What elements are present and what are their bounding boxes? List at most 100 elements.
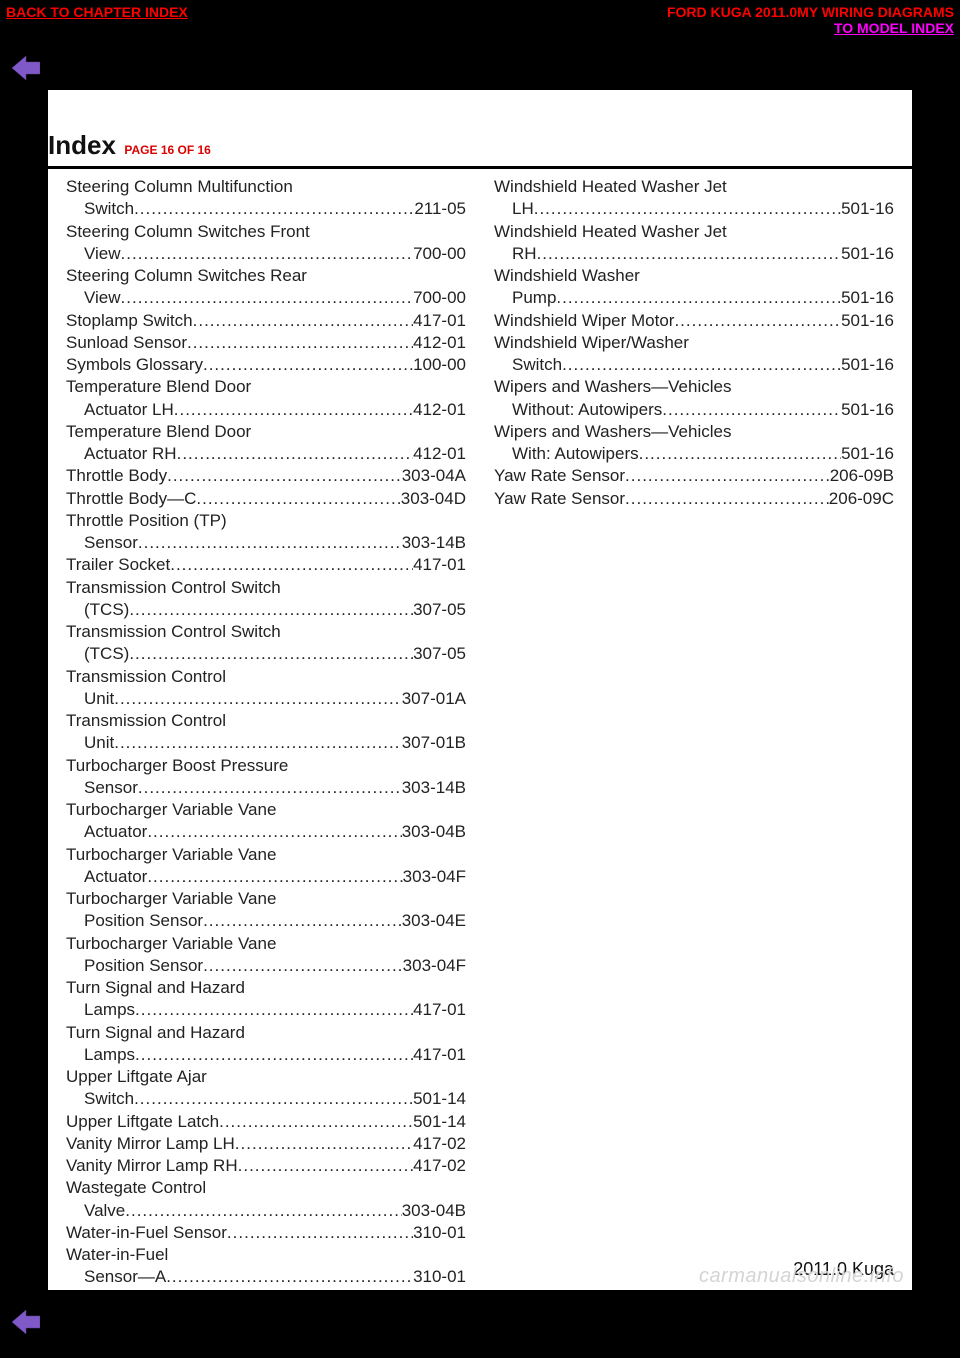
top-header: BACK TO CHAPTER INDEX FORD KUGA 2011.0MY…: [0, 0, 960, 30]
index-entry-label: Sunload Sensor: [66, 332, 187, 353]
index-entry[interactable]: (TCS)...................................…: [66, 599, 466, 620]
index-entry[interactable]: Unit....................................…: [66, 732, 466, 753]
page-back-arrow-icon[interactable]: [12, 56, 40, 80]
index-entry[interactable]: Position Sensor.........................…: [66, 955, 466, 976]
index-entry-label: Unit: [84, 732, 114, 753]
index-entry-label: Actuator LH: [84, 399, 174, 420]
index-entry[interactable]: Unit....................................…: [66, 688, 466, 709]
index-entry[interactable]: Water-in-Fuel Sensor....................…: [66, 1222, 466, 1243]
index-entry[interactable]: (TCS)...................................…: [66, 643, 466, 664]
index-entry-label: Switch: [84, 1088, 134, 1109]
index-entry-label: Water-in-Fuel Sensor: [66, 1222, 227, 1243]
index-entry[interactable]: Position Sensor.........................…: [66, 910, 466, 931]
index-entry-page: 303-04F: [403, 955, 466, 976]
index-entry[interactable]: Sensor—A................................…: [66, 1266, 466, 1287]
index-entry[interactable]: Sensor..................................…: [66, 532, 466, 553]
index-leaders: ........................................…: [129, 643, 413, 664]
index-entry-label: Switch: [512, 354, 562, 375]
index-entry-label: Lamps: [84, 1044, 135, 1065]
watermark: carmanualsonline.info: [699, 1265, 904, 1288]
index-entry[interactable]: Vanity Mirror Lamp LH...................…: [66, 1133, 466, 1154]
index-entry[interactable]: Lamps...................................…: [66, 1044, 466, 1065]
index-entry[interactable]: Throttle Body—C.........................…: [66, 488, 466, 509]
index-entry-line1: Windshield Washer: [494, 265, 894, 286]
index-entry-page: 206-09B: [830, 465, 894, 486]
index-leaders: ........................................…: [625, 488, 829, 509]
index-entry[interactable]: Sensor..................................…: [66, 777, 466, 798]
index-entry[interactable]: View....................................…: [66, 243, 466, 264]
index-entry-page: 303-04B: [402, 1200, 466, 1221]
header-right: FORD KUGA 2011.0MY WIRING DIAGRAMS TO MO…: [667, 4, 954, 36]
index-entry-label: Vanity Mirror Lamp RH: [66, 1155, 238, 1176]
index-entry[interactable]: Pump....................................…: [494, 287, 894, 308]
index-column-left: Steering Column MultifunctionSwitch.....…: [66, 176, 466, 1230]
index-entry-label: Yaw Rate Sensor: [494, 488, 625, 509]
index-entry[interactable]: Yaw Rate Sensor.........................…: [494, 488, 894, 509]
index-entry-label: Without: Autowipers: [512, 399, 662, 420]
index-entry-page: 417-02: [413, 1155, 466, 1176]
index-entry-label: Switch: [84, 198, 134, 219]
index-entry-label: Position Sensor: [84, 955, 203, 976]
index-entry[interactable]: Upper Liftgate Latch....................…: [66, 1111, 466, 1132]
index-entry[interactable]: Actuator LH.............................…: [66, 399, 466, 420]
index-entry-line1: Turbocharger Variable Vane: [66, 933, 466, 954]
index-entry[interactable]: Actuator RH.............................…: [66, 443, 466, 464]
index-entry-label: Sensor: [84, 777, 138, 798]
index-entry-line1: Transmission Control Switch: [66, 621, 466, 642]
index-entry[interactable]: Actuator................................…: [66, 821, 466, 842]
index-entry-page: 303-04A: [402, 465, 466, 486]
index-leaders: ........................................…: [177, 443, 413, 464]
index-entry-page: 501-16: [841, 243, 894, 264]
index-entry[interactable]: LH......................................…: [494, 198, 894, 219]
index-entry[interactable]: Switch..................................…: [494, 354, 894, 375]
index-entry-line1: Windshield Wiper/Washer: [494, 332, 894, 353]
index-entry[interactable]: With: Autowipers........................…: [494, 443, 894, 464]
index-entry-page: 501-16: [841, 443, 894, 464]
index-entry-page: 303-14B: [402, 532, 466, 553]
index-entry[interactable]: View....................................…: [66, 287, 466, 308]
index-leaders: ........................................…: [174, 399, 413, 420]
index-entry-label: Symbols Glossary: [66, 354, 203, 375]
index-entry[interactable]: Yaw Rate Sensor.........................…: [494, 465, 894, 486]
index-entry[interactable]: Trailer Socket..........................…: [66, 554, 466, 575]
index-entry[interactable]: Throttle Body...........................…: [66, 465, 466, 486]
index-entry-line1: Throttle Position (TP): [66, 510, 466, 531]
index-entry-label: (TCS): [84, 643, 129, 664]
index-entry-page: 700-00: [413, 243, 466, 264]
back-to-chapter-link[interactable]: BACK TO CHAPTER INDEX: [6, 4, 188, 20]
index-entry[interactable]: Windshield Wiper Motor..................…: [494, 310, 894, 331]
index-entry-label: Valve: [84, 1200, 125, 1221]
index-leaders: ........................................…: [534, 198, 841, 219]
index-leaders: ........................................…: [125, 1200, 401, 1221]
index-entry-line1: Turbocharger Variable Vane: [66, 888, 466, 909]
index-entry[interactable]: Valve...................................…: [66, 1200, 466, 1221]
index-entry-page: 412-01: [413, 332, 466, 353]
index-entry-line1: Windshield Heated Washer Jet: [494, 176, 894, 197]
index-leaders: ........................................…: [674, 310, 841, 331]
index-entry-line1: Temperature Blend Door: [66, 376, 466, 397]
page-prev-arrow-icon[interactable]: [12, 1310, 40, 1334]
index-entry-label: Actuator: [84, 821, 147, 842]
index-entry[interactable]: Switch..................................…: [66, 1088, 466, 1109]
index-leaders: ........................................…: [114, 688, 401, 709]
index-entry-page: 501-16: [841, 198, 894, 219]
index-entry[interactable]: Actuator................................…: [66, 866, 466, 887]
index-entry-label: LH: [512, 198, 534, 219]
index-entry-label: Stoplamp Switch: [66, 310, 193, 331]
index-entry[interactable]: Sunload Sensor..........................…: [66, 332, 466, 353]
index-entry[interactable]: Vanity Mirror Lamp RH...................…: [66, 1155, 466, 1176]
index-entry[interactable]: Stoplamp Switch.........................…: [66, 310, 466, 331]
index-leaders: ........................................…: [170, 554, 413, 575]
index-entry[interactable]: RH......................................…: [494, 243, 894, 264]
index-entry[interactable]: Symbols Glossary........................…: [66, 354, 466, 375]
index-entry-label: Sensor—A: [84, 1266, 166, 1287]
index-entry[interactable]: Switch..................................…: [66, 198, 466, 219]
index-entry[interactable]: Lamps...................................…: [66, 999, 466, 1020]
index-entry[interactable]: Without: Autowipers.....................…: [494, 399, 894, 420]
index-entry-line1: Turbocharger Boost Pressure: [66, 755, 466, 776]
index-entry-line1: Steering Column Multifunction: [66, 176, 466, 197]
index-leaders: ........................................…: [167, 465, 402, 486]
index-leaders: ........................................…: [662, 399, 841, 420]
index-entry-page: 310-01: [413, 1266, 466, 1287]
to-model-link[interactable]: TO MODEL INDEX: [834, 20, 954, 36]
